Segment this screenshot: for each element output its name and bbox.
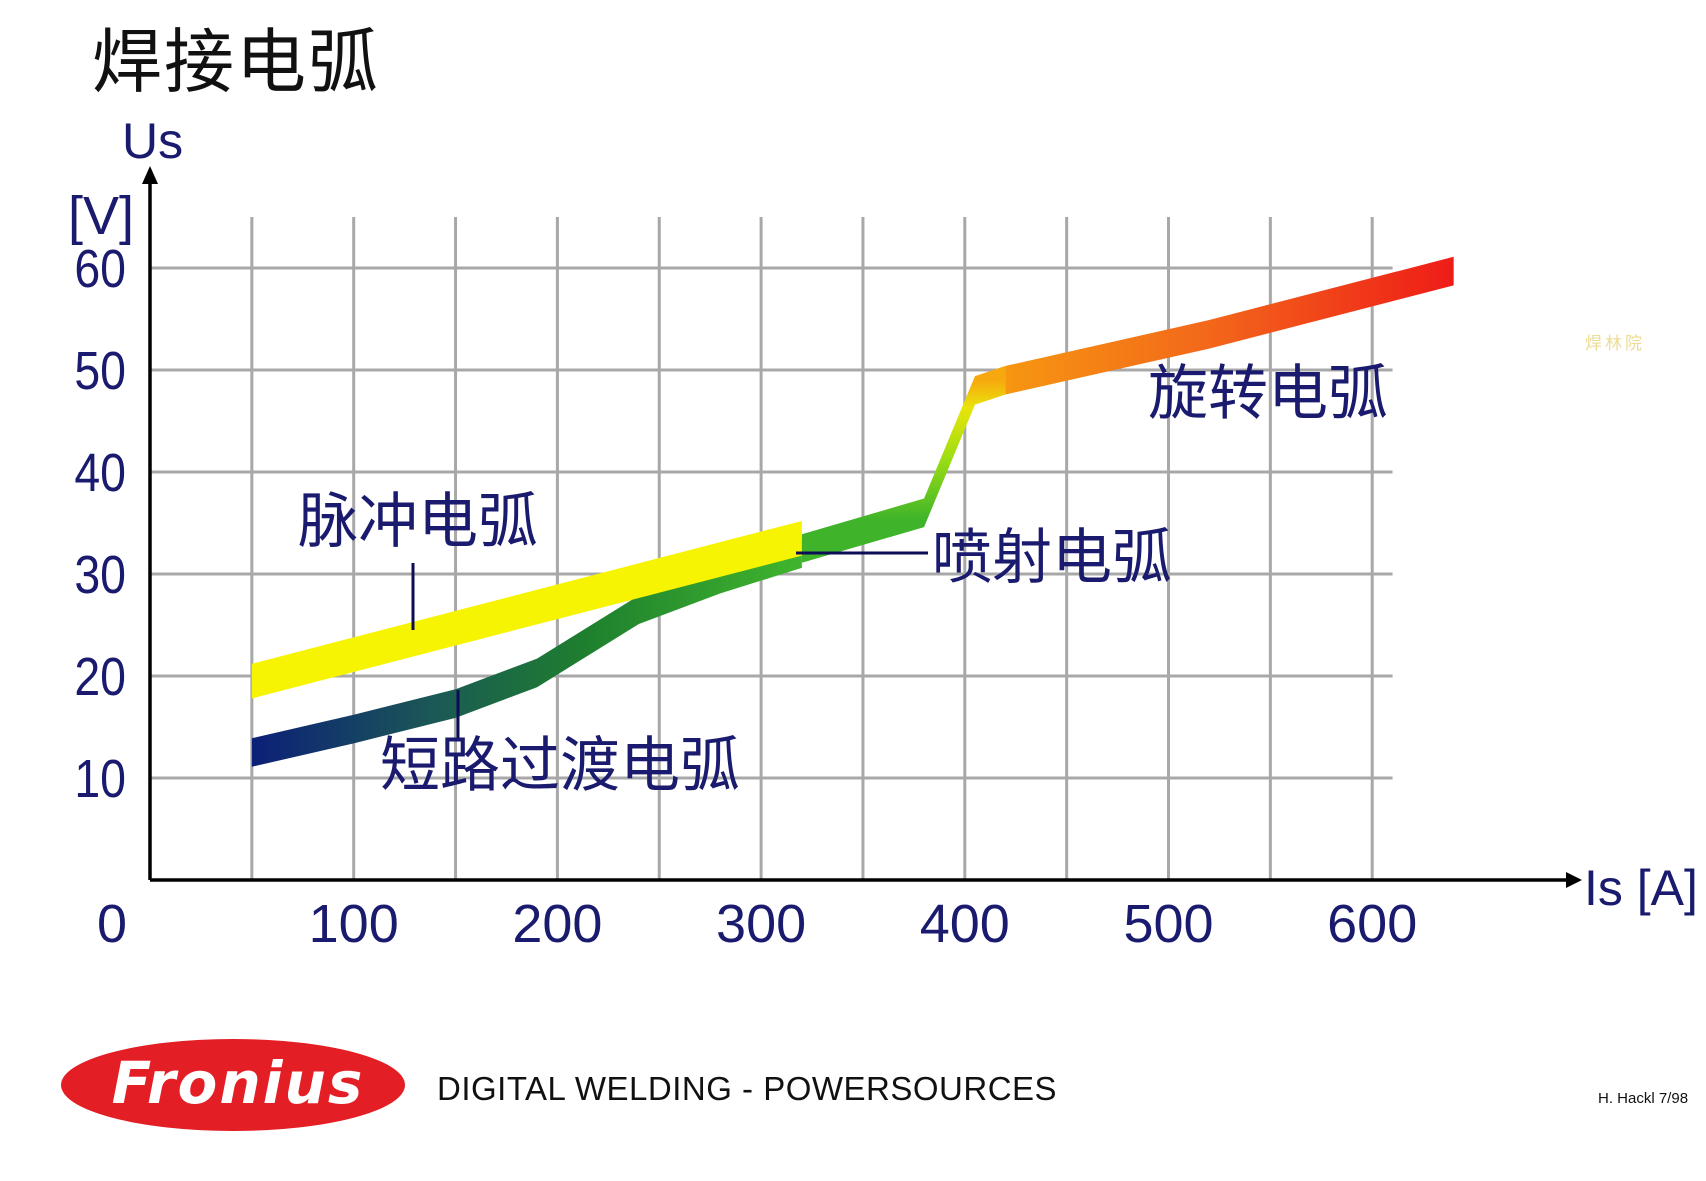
series-label: 喷射电弧 — [932, 523, 1172, 593]
y-tick-label: 40 — [74, 442, 126, 503]
y-axis-label: Us — [122, 113, 183, 169]
logo-text: Fronius — [112, 1049, 365, 1117]
watermark: 焊林院 — [1585, 334, 1645, 354]
x-tick-label: 100 — [309, 894, 399, 954]
axes — [142, 166, 1582, 888]
y-tick-label: 20 — [74, 646, 126, 707]
series-label: 脉冲电弧 — [298, 487, 538, 557]
y-tick-label: 10 — [74, 748, 126, 809]
footer-author: H. Hackl 7/98 — [1598, 1090, 1689, 1107]
x-tick-label: 0 — [97, 894, 127, 954]
fronius-logo: Fronius — [61, 1039, 405, 1131]
y-tick-label: 30 — [74, 544, 126, 605]
x-axis-arrow — [1566, 872, 1582, 888]
arc-bands — [251, 256, 1454, 767]
x-tick-label: 600 — [1327, 894, 1417, 954]
logo-ellipse — [61, 1039, 405, 1131]
y-axis-unit: [V] — [68, 186, 134, 246]
x-tick-label: 400 — [920, 894, 1010, 954]
footer-tagline: DIGITAL WELDING - POWERSOURCES — [437, 1070, 1058, 1107]
y-tick-label: 60 — [74, 238, 126, 299]
x-tick-label: 300 — [716, 894, 806, 954]
y-tick-label: 50 — [74, 340, 126, 401]
series-label: 旋转电弧 — [1148, 359, 1388, 429]
band-1 — [801, 365, 1006, 563]
x-tick-label: 200 — [512, 894, 602, 954]
y-axis-arrow — [142, 166, 158, 184]
x-tick-label: 500 — [1123, 894, 1213, 954]
slide-title: 焊接电弧 — [92, 21, 380, 103]
band-3 — [251, 520, 802, 699]
x-axis-label: Is [A] — [1584, 860, 1698, 916]
series-label: 短路过渡电弧 — [380, 731, 740, 801]
band-0 — [251, 539, 802, 767]
band-2 — [1005, 256, 1454, 395]
